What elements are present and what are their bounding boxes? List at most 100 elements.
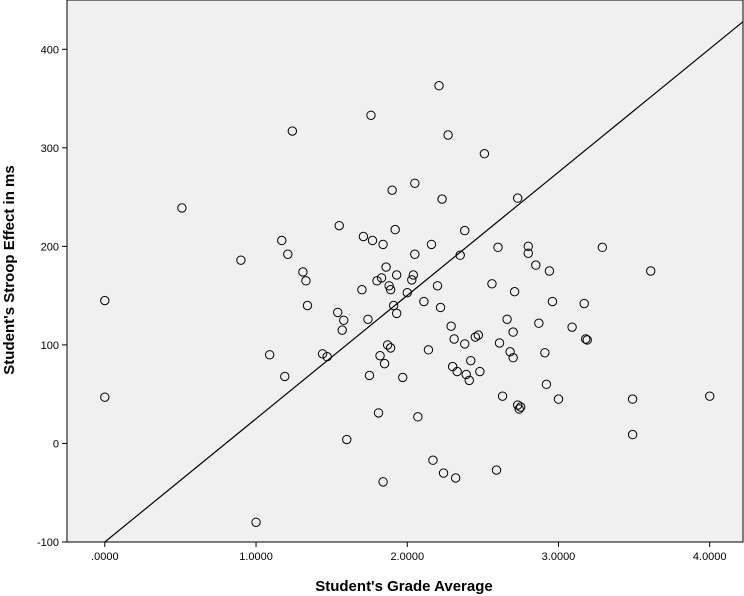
scatter-point <box>443 130 453 140</box>
x-axis-title: Student's Grade Average <box>315 578 493 595</box>
scatter-point <box>508 353 518 363</box>
scatter-point <box>280 371 290 382</box>
scatter-point <box>455 250 465 260</box>
scatter-point <box>333 307 343 318</box>
scatter-point <box>438 468 449 478</box>
scatter-point <box>363 314 373 324</box>
x-axis: .0000 1.0000 2.0000 3.0000 4.0000 <box>91 542 727 563</box>
scatter-point <box>487 279 497 289</box>
scatter-point <box>435 302 446 313</box>
scatter-point <box>479 149 490 159</box>
scatter-point <box>582 335 592 345</box>
scatter-point <box>407 275 417 285</box>
scatter-point <box>470 332 481 342</box>
scatter-point <box>491 465 502 475</box>
scatter-point <box>450 473 461 483</box>
scatter-point <box>419 296 429 307</box>
scatter-point <box>287 126 298 136</box>
points-layer <box>100 81 715 527</box>
scatter-point <box>236 255 246 265</box>
scatter-point <box>381 262 391 272</box>
scatter-point <box>547 296 558 307</box>
scatter-point <box>567 322 577 332</box>
scatter-point <box>402 287 412 298</box>
scatter-point <box>339 315 349 325</box>
scatter-point <box>398 372 408 383</box>
scatter-point <box>541 379 552 390</box>
scatter-point <box>408 270 419 280</box>
scatter-point <box>283 249 293 259</box>
scatter-point <box>434 81 444 91</box>
scatter-point <box>423 345 434 355</box>
scatter-point <box>502 314 512 324</box>
scatter-point <box>705 391 715 401</box>
scatter-point <box>512 193 523 203</box>
scatter-point <box>426 239 437 250</box>
scatter-point <box>379 358 390 369</box>
scatter-point <box>523 241 533 252</box>
scatter-point <box>358 231 369 242</box>
y-tick-label: 100 <box>41 340 59 352</box>
scatter-point <box>410 178 420 188</box>
y-tick-label: 200 <box>41 241 59 253</box>
scatter-point <box>579 298 589 309</box>
y-tick-label: 0 <box>53 438 59 450</box>
scatter-point <box>317 349 328 359</box>
scatter-point <box>367 235 378 246</box>
scatter-point <box>581 334 591 344</box>
y-axis-title: Student's Stroop Effect in ms <box>1 165 18 374</box>
scatter-point <box>515 402 526 412</box>
scatter-point <box>302 300 313 311</box>
scatter-point <box>382 340 393 350</box>
scatter-point <box>334 220 344 231</box>
scatter-point <box>460 339 470 349</box>
scatter-point <box>534 318 544 328</box>
scatter-point <box>627 429 638 440</box>
scatter-point <box>446 321 456 331</box>
scatter-point <box>388 300 399 311</box>
scatter-point <box>413 412 423 422</box>
scatter-point <box>540 348 550 358</box>
x-tick-label: 1.0000 <box>239 551 273 563</box>
scatter-point <box>364 370 375 381</box>
y-tick-label: -100 <box>37 537 59 549</box>
scatter-point <box>493 242 503 253</box>
scatter-point <box>460 225 470 236</box>
scatter-point <box>597 242 608 253</box>
scatter-point <box>385 285 396 295</box>
scatter-point <box>512 400 523 410</box>
fit-line <box>104 21 744 543</box>
scatter-point <box>475 366 485 377</box>
x-tick-label: 2.0000 <box>390 551 424 563</box>
scatter-point <box>375 351 385 361</box>
scatter-point <box>449 334 459 344</box>
scatter-point <box>505 347 515 357</box>
scatter-point <box>523 248 533 258</box>
scatter-point <box>366 110 376 120</box>
scatter-point <box>378 239 388 250</box>
fit-line-layer <box>104 21 744 543</box>
scatter-point <box>531 260 541 270</box>
scatter-point <box>464 375 474 386</box>
scatter-point <box>385 343 396 353</box>
scatter-point <box>428 455 438 465</box>
scatter-point <box>177 203 187 213</box>
scatter-point <box>466 355 476 366</box>
scatter-point <box>553 394 564 404</box>
scatter-point <box>372 276 382 286</box>
scatter-point <box>277 235 287 246</box>
scatter-point <box>473 330 484 340</box>
scatter-point <box>387 185 397 195</box>
scatter-point <box>301 276 311 286</box>
scatter-point <box>391 308 402 319</box>
scatter-point <box>378 477 388 487</box>
scatter-point <box>391 270 402 280</box>
scatter-point <box>384 281 394 291</box>
plot-background <box>66 0 744 543</box>
scatter-point <box>509 286 520 297</box>
y-tick-label: 300 <box>41 143 59 155</box>
scatter-point <box>322 352 332 362</box>
scatter-point <box>100 295 110 306</box>
scatter-point <box>298 267 308 277</box>
